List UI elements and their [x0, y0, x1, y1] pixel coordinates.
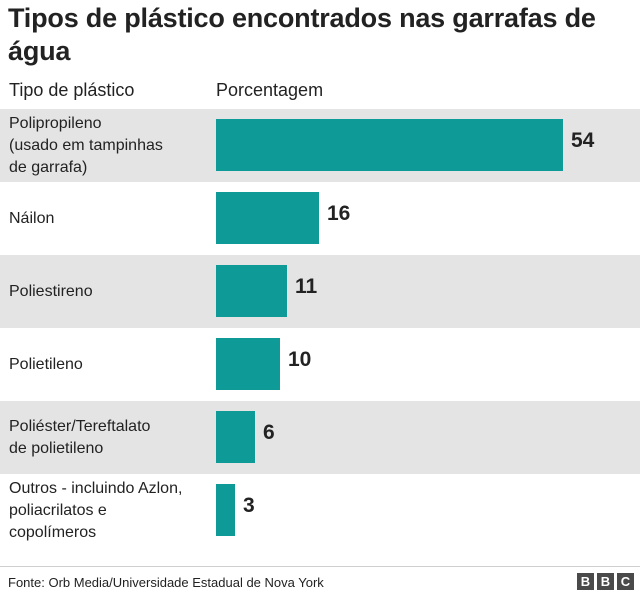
column-header-type: Tipo de plástico — [9, 80, 135, 100]
bar — [216, 192, 319, 244]
chart-title: Tipos de plástico encontrados nas garraf… — [8, 3, 596, 66]
footer-divider — [0, 566, 640, 567]
column-header-percentage: Porcentagem — [216, 80, 324, 100]
bar — [216, 484, 235, 536]
bbc-logo: B B C — [577, 573, 634, 590]
source-note: Fonte: Orb Media/Universidade Estadual d… — [8, 575, 324, 590]
row-band — [0, 474, 640, 547]
bar-value-label: 11 — [295, 275, 318, 298]
bar — [216, 411, 255, 463]
row-band — [0, 401, 640, 474]
category-label: Poliéster/Tereftalato de polietileno — [9, 417, 151, 457]
category-label: Náilon — [9, 209, 55, 227]
bar — [216, 119, 563, 171]
row-band — [0, 255, 640, 328]
category-label: Polietileno — [9, 355, 83, 373]
category-label: Polipropileno (usado em tampinhas de gar… — [9, 114, 163, 176]
logo-letter: B — [597, 573, 614, 590]
bar-value-label: 3 — [243, 494, 255, 517]
category-label: Poliestireno — [9, 282, 93, 300]
bar-value-label: 10 — [288, 348, 312, 371]
category-label: Outros - incluindo Azlon, poliacrilatos … — [9, 479, 183, 541]
bar — [216, 338, 280, 390]
logo-letter: C — [617, 573, 634, 590]
logo-letter: B — [577, 573, 594, 590]
bar-value-label: 6 — [263, 421, 275, 444]
row-band — [0, 328, 640, 401]
row-band — [0, 182, 640, 255]
bar — [216, 265, 287, 317]
bar-value-label: 54 — [571, 129, 595, 152]
bar-value-label: 16 — [327, 202, 351, 225]
